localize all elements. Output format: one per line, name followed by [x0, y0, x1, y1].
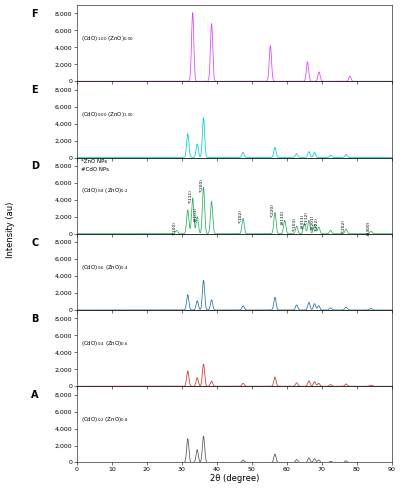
Text: Intensity (au): Intensity (au): [6, 202, 15, 258]
Text: #(400): #(400): [367, 221, 371, 236]
Text: #(201): #(201): [311, 214, 314, 230]
Text: *(202): *(202): [342, 220, 346, 234]
Text: *(220): *(220): [271, 203, 275, 217]
Text: E: E: [31, 85, 38, 95]
Text: (CdO)$_{0.2}$ (ZnO)$_{0.8}$: (CdO)$_{0.2}$ (ZnO)$_{0.8}$: [82, 415, 129, 424]
X-axis label: 2θ (degree): 2θ (degree): [210, 474, 259, 484]
Text: #(110): #(110): [281, 210, 285, 226]
Text: (CdO)$_{0.6}$ (ZnO)$_{0.4}$: (CdO)$_{0.6}$ (ZnO)$_{0.4}$: [82, 262, 129, 272]
Text: #(101): #(101): [193, 206, 197, 222]
Text: *(200): *(200): [200, 178, 204, 192]
Text: D: D: [31, 162, 39, 172]
Text: *ZnO NPs: *ZnO NPs: [82, 159, 107, 164]
Text: (CdO)$_{1.00}$ (ZnO)$_{0.00}$: (CdO)$_{1.00}$ (ZnO)$_{0.00}$: [82, 34, 134, 43]
Text: *(100): *(100): [173, 221, 177, 235]
Text: *(222): *(222): [315, 218, 319, 232]
Text: *(112): *(112): [305, 210, 309, 224]
Text: *(102): *(102): [239, 209, 243, 223]
Text: (CdO)$_{0.8}$ (ZnO)$_{0.2}$: (CdO)$_{0.8}$ (ZnO)$_{0.2}$: [82, 186, 129, 196]
Text: A: A: [31, 390, 38, 400]
Text: (CdO)$_{0.4}$ (ZnO)$_{0.6}$: (CdO)$_{0.4}$ (ZnO)$_{0.6}$: [82, 339, 129, 348]
Text: #CdO NPs: #CdO NPs: [82, 166, 109, 172]
Text: *(103): *(103): [292, 216, 297, 230]
Text: F: F: [31, 9, 38, 19]
Text: C: C: [31, 238, 38, 248]
Text: #(311): #(311): [300, 214, 304, 228]
Text: B: B: [31, 314, 38, 324]
Text: (CdO)$_{0.00}$ (ZnO)$_{1.00}$: (CdO)$_{0.00}$ (ZnO)$_{1.00}$: [82, 110, 134, 119]
Text: *(111): *(111): [189, 188, 193, 202]
